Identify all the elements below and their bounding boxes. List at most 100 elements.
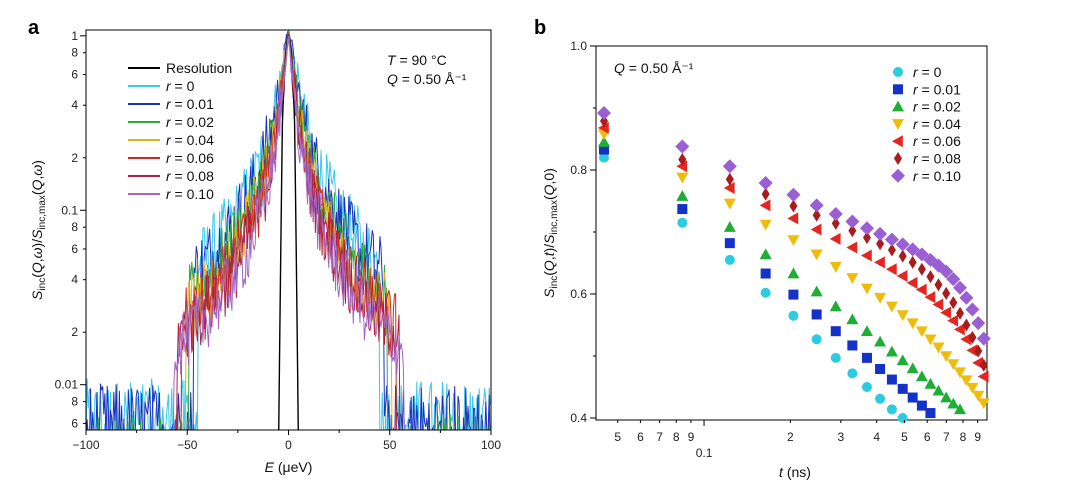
panel-a-frame	[85, 29, 492, 431]
data-point-r-0-10	[976, 331, 991, 346]
data-point-r-0-02	[846, 313, 859, 325]
data-point-r-0-10	[965, 302, 980, 317]
panel-b-x-minor-tick-label: 3	[838, 430, 845, 444]
data-point-r-0-06	[924, 291, 936, 304]
data-point-r-0-02	[860, 325, 873, 336]
panel-b-x-minor-tick-label: 6	[924, 430, 931, 444]
data-point-r-0	[847, 368, 858, 379]
data-point-r-0-10	[859, 221, 874, 236]
data-point-r-0-10	[758, 176, 773, 191]
legend-label-r-0-02: r = 0.02	[166, 114, 214, 130]
data-point-r-0-04	[885, 301, 898, 313]
legend-marker-r-0	[893, 67, 903, 77]
data-point-r-0	[875, 393, 886, 404]
data-point-r-0-08	[968, 330, 977, 344]
data-point-r-0-06	[874, 256, 885, 269]
panel-a-y-axis-title: Sinc(Q,ω)/Sinc,max(Q,ω)	[29, 160, 48, 300]
panel-a-q-annotation: Q = 0.50 Å⁻¹	[387, 71, 467, 87]
data-point-r-0-06	[940, 306, 951, 319]
panel-b-x-minor-tick-label: 4	[873, 430, 880, 444]
legend-label-r-0: r = 0	[166, 78, 195, 94]
data-point-r-0-04	[940, 351, 953, 362]
data-point-r-0-04	[972, 390, 985, 402]
data-point-r-0-02	[787, 267, 800, 279]
data-point-r-0	[760, 287, 771, 298]
legend-marker-r-0-08	[894, 152, 902, 165]
data-point-r-0-08	[934, 278, 943, 292]
legend-marker-r-0-01	[893, 84, 903, 95]
panel-b-x-minor-tick-label: 5	[901, 430, 908, 444]
panel-a-y-minor-tick-label: 8	[71, 220, 78, 234]
data-point-r-0-10	[939, 264, 954, 279]
legend-label-r-0-04: r = 0.04	[913, 116, 961, 132]
panel-b-x-minor-tick-label: 9	[974, 430, 981, 444]
panel-a-ticks: −100 −50 0 50 100 0.01 0.1 1 6 8 2 4 6 8 2 4 6 8	[55, 29, 502, 452]
panel-b-legend: r = 0r = 0.01 r = 0.02r = 0.04r = 0.06 r =…	[891, 64, 961, 184]
data-point-r-0-01	[907, 392, 918, 403]
data-point-r-0-10	[953, 280, 968, 295]
data-point-r-0-08	[876, 237, 885, 251]
data-point-r-0-06	[896, 270, 908, 283]
panel-b-x-minor-tick-label: 8	[673, 430, 680, 444]
panel-b-y-tick-label: 0.6	[570, 287, 587, 301]
data-point-r-0-04	[676, 172, 689, 184]
data-point-r-0-04	[924, 334, 937, 346]
data-point-r-0-06	[932, 298, 944, 311]
data-point-r-0-04	[860, 283, 873, 295]
panel-a-x-tick-label: 50	[383, 438, 397, 452]
legend-label-r-0-06: r = 0.06	[913, 133, 961, 149]
data-point-r-0-10	[905, 242, 920, 257]
panel-a-y-minor-tick-label: 2	[71, 151, 78, 165]
panel-a-legend: Resolution r = 0 r = 0.01 r = 0.02 r = 0.04 r…	[128, 60, 232, 202]
panel-b-x-axis-title: t (ns)	[779, 464, 811, 480]
legend-label-r-0-04: r = 0.04	[166, 132, 214, 148]
data-point-r-0-02	[874, 335, 887, 347]
data-point-r-0-04	[874, 292, 887, 304]
data-point-r-0-02	[829, 300, 842, 312]
legend-label-r-0-08: r = 0.08	[913, 151, 961, 167]
panel-b-points	[597, 105, 991, 423]
legend-label-r-0-10: r = 0.10	[913, 168, 961, 184]
data-point-r-0	[724, 254, 735, 265]
data-point-r-0-10	[809, 198, 824, 213]
legend-marker-r-0-04	[892, 119, 904, 130]
data-point-r-0	[788, 310, 799, 321]
data-point-r-0-08	[917, 262, 926, 276]
data-point-r-0-02	[598, 136, 610, 147]
data-point-r-0-06	[885, 263, 897, 276]
panel-b-x-minor-tick-label: 9	[688, 430, 695, 444]
data-point-r-0-02	[940, 391, 953, 403]
data-point-r-0-10	[959, 290, 974, 305]
data-point-r-0-02	[723, 221, 736, 232]
panel-b-ticks: 0.40.60.81.00.15 6 7 8 9 2 3 4 5 6 7 8 9	[570, 39, 981, 460]
data-point-r-0-04	[810, 249, 823, 261]
data-point-r-0-02	[924, 377, 937, 389]
panel-a-y-minor-tick-label: 4	[71, 273, 78, 287]
data-point-r-0-04	[947, 359, 960, 371]
data-point-r-0-01	[677, 204, 688, 215]
panel-a-y-minor-tick-label: 4	[71, 98, 78, 112]
data-point-r-0-04	[829, 261, 842, 273]
panel-b-y-axis-title: Sinc(Q,t)/Sinc,max(Q,0)	[541, 168, 560, 298]
data-point-r-0-06	[598, 121, 609, 134]
legend-marker-r-0-10	[891, 168, 905, 183]
data-point-r-0-02	[932, 384, 945, 396]
panel-a: −100 −50 0 50 100 0.01 0.1 1 6 8 2 4 6 8 2 4 6 8 Resoluti…	[29, 29, 501, 475]
data-point-r-0-08	[979, 358, 988, 372]
data-point-r-0-06	[966, 344, 978, 357]
data-point-r-0-04	[906, 318, 919, 330]
data-point-r-0	[677, 217, 688, 228]
data-point-r-0-10	[914, 247, 929, 262]
data-point-r-0-10	[971, 316, 986, 331]
panel-a-y-tick-label: 1	[71, 29, 78, 43]
panel-a-x-tick-label: 0	[285, 438, 292, 452]
data-point-r-0-10	[946, 272, 961, 287]
data-point-r-0-10	[597, 105, 611, 120]
panel-a-x-tick-label: −100	[72, 438, 99, 452]
panel-label-a: a	[28, 17, 40, 39]
legend-label-r-0-06: r = 0.06	[166, 150, 214, 166]
data-point-r-0-04	[966, 382, 979, 394]
data-point-r-0-08	[862, 231, 871, 245]
data-point-r-0-01	[861, 352, 872, 363]
data-point-r-0-10	[884, 232, 899, 247]
